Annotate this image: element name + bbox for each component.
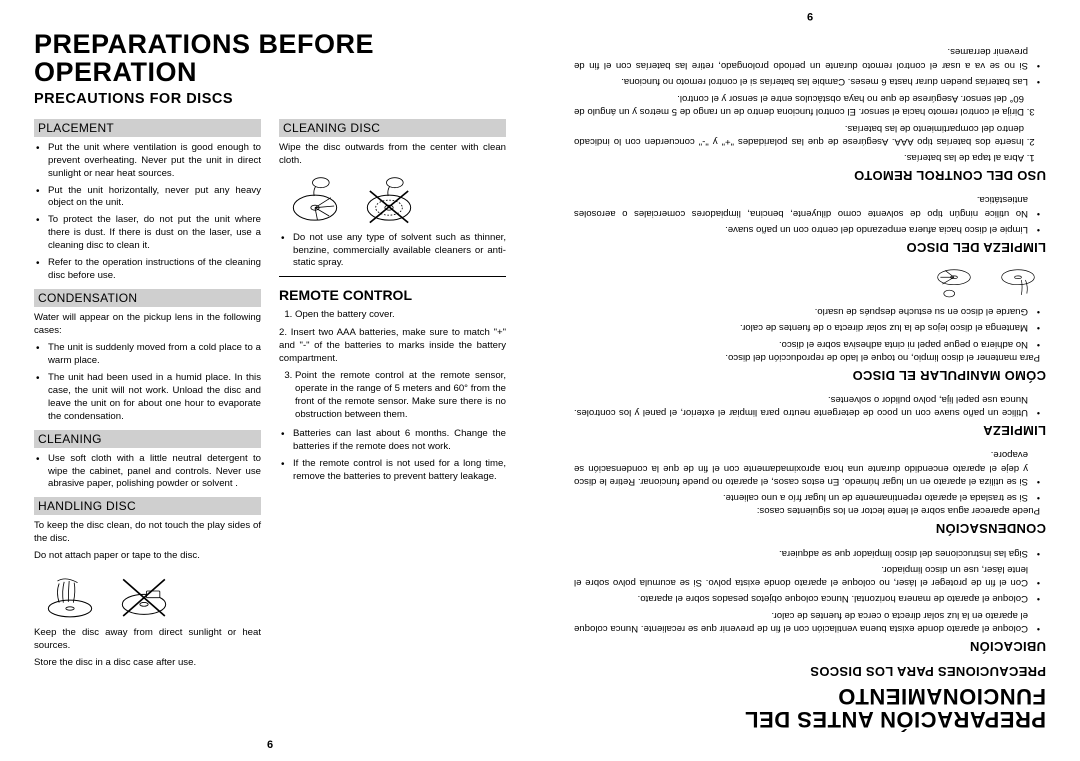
list-item: The unit is suddenly moved from a cold p… (48, 342, 261, 368)
list-item: To protect the laser, do not put the uni… (48, 214, 261, 253)
handling-p1: To keep the disc clean, do not touch the… (34, 520, 261, 546)
heading-cleaning: CLEANING (34, 430, 261, 448)
list-item: If the remote control is not used for a … (293, 458, 506, 484)
list-item: Use soft cloth with a little neutral det… (48, 453, 261, 492)
list-item: Si se utiliza el aparato en un lugar húm… (574, 448, 1028, 488)
columns: PLACEMENT Put the unit where ventilation… (34, 113, 506, 674)
disc-icon-es-2 (930, 265, 978, 299)
wipe-correct-icon (285, 176, 345, 226)
handling-p4: Store the disc in a disc case after use. (34, 657, 261, 670)
page-title: PREPARATIONS BEFORE OPERATION (34, 30, 506, 87)
list-item: Do not use any type of solvent such as t… (293, 232, 506, 271)
list-item: No adhiera o pegue papel ni cinta adhesi… (574, 337, 1028, 350)
remote-heading-text: REMOTE CONTROL (279, 287, 412, 303)
cleaning-disc-images (285, 176, 506, 226)
list-item: Guarde el disco en su estuche después de… (574, 305, 1028, 318)
list-item: The unit had been used in a humid place.… (48, 372, 261, 424)
heading-cleaning-disc: CLEANING DISC (279, 119, 506, 137)
list-item: Inserte dos baterías tipo AAA. Asegúrese… (574, 121, 1024, 147)
ubicacion-list: Coloque el aparato donde exista buena ve… (574, 546, 1046, 634)
list-item: Put the unit horizontally, never put any… (48, 185, 261, 211)
list-item: No utilice ningún tipo de solvente como … (574, 193, 1028, 219)
list-item: Si se traslada el aparato repentinamente… (574, 491, 1028, 504)
disc-icon-es-1 (994, 265, 1042, 299)
list-item: Coloque el aparato donde exista buena ve… (574, 608, 1028, 634)
column-left: PLACEMENT Put the unit where ventilation… (34, 113, 261, 674)
condensation-list: The unit is suddenly moved from a cold p… (34, 342, 261, 424)
list-item: Mantenga el disco lejos de la luz solar … (574, 321, 1028, 334)
page-spanish: PREPARACIÓN ANTES DEL FUNCIONAMIENTO PRE… (540, 0, 1080, 761)
condensation-lead: Water will appear on the pickup lens in … (34, 312, 261, 338)
handling-p2: Do not attach paper or tape to the disc. (34, 550, 261, 563)
heading-remoto: USO DEL CONTROL REMOTO (574, 168, 1046, 183)
list-item: Open the battery cover. (295, 309, 506, 322)
list-item: Put the unit where ventilation is good e… (48, 142, 261, 181)
heading-condensacion: CONDENSACIÓN (574, 521, 1046, 536)
handling-p3: Keep the disc away from direct sunlight … (34, 627, 261, 653)
remoto-steps: Abra al tapa de las baterías. Inserte do… (574, 92, 1046, 164)
disc-no-tape-icon (114, 571, 174, 621)
page-title-es: PREPARACIÓN ANTES DEL FUNCIONAMIENTO (574, 685, 1046, 731)
list-item: Las baterías pueden durar hasta 6 meses.… (574, 75, 1028, 88)
list-item: Dirija el control remoto hacia el sensor… (574, 92, 1024, 118)
heading-remote: REMOTE CONTROL (279, 287, 506, 303)
handling-images (40, 571, 261, 621)
list-item: Con el fin de proteger el láser, no colo… (574, 563, 1028, 589)
remote-step2: 2. Insert two AAA batteries, make sure t… (279, 327, 506, 366)
list-item: Point the remote control at the remote s… (295, 370, 506, 422)
manipular-lead: Para mantener el disco limpio, no toque … (574, 351, 1046, 364)
list-item: Abra al tapa de las baterías. (574, 151, 1024, 164)
list-item: Utilice un paño suave con un poco de det… (574, 393, 1028, 419)
cleaning-disc-lead: Wipe the disc outwards from the center w… (279, 142, 506, 168)
page-subtitle-es: PRECAUCIONES PARA LOS DISCOS (574, 664, 1046, 679)
list-item: Refer to the operation instructions of t… (48, 257, 261, 283)
wipe-wrong-icon (359, 176, 419, 226)
heading-limpieza-disco: LIMPIEZA DEL DISCO (574, 240, 1046, 255)
list-item: Batteries can last about 6 months. Chang… (293, 428, 506, 454)
list-item: Si no se va a usar el control remoto dur… (574, 45, 1028, 71)
heading-handling: HANDLING DISC (34, 497, 261, 515)
condensacion-lead: Puede aparecer agua sobre el lente lecto… (574, 504, 1046, 517)
limpieza-list: Utilice un paño suave con un poco de det… (574, 393, 1046, 419)
heading-limpieza: LIMPIEZA (574, 423, 1046, 438)
placement-list: Put the unit where ventilation is good e… (34, 142, 261, 283)
heading-condensation: CONDENSATION (34, 289, 261, 307)
remote-steps: Open the battery cover. (279, 309, 506, 322)
cleaning-disc-tail: Do not use any type of solvent such as t… (279, 232, 506, 271)
remote-notes: Batteries can last about 6 months. Chang… (279, 428, 506, 484)
heading-ubicacion: UBICACIÓN (574, 639, 1046, 654)
page-number: 6 (0, 739, 540, 751)
manipular-list: No adhiera o pegue papel ni cinta adhesi… (574, 305, 1046, 351)
page-number-es: 9 (540, 10, 1080, 22)
page-subtitle: PRECAUTIONS FOR DISCS (34, 91, 506, 107)
disc-hold-icon (40, 571, 100, 621)
list-item: Limpie el disco hacia afuera empezando d… (574, 223, 1028, 236)
list-item: Coloque el aparato de manera horizontal.… (574, 592, 1028, 605)
page-english: PREPARATIONS BEFORE OPERATION PRECAUTION… (0, 0, 540, 761)
column-right: CLEANING DISC Wipe the disc outwards fro… (279, 113, 506, 674)
condensacion-list: Si se traslada el aparato repentinamente… (574, 448, 1046, 504)
cleaning-list: Use soft cloth with a little neutral det… (34, 453, 261, 492)
limpieza-disco-list: Limpie el disco hacia afuera empezando d… (574, 193, 1046, 236)
remote-steps-3: Point the remote control at the remote s… (279, 370, 506, 422)
heading-manipular: CÓMO MANIPULAR EL DISCO (574, 368, 1046, 383)
es-disc-images (574, 265, 1042, 299)
remoto-notes: Las baterías pueden durar hasta 6 meses.… (574, 45, 1046, 88)
list-item: Siga las instrucciones del disco limpiad… (574, 546, 1028, 559)
divider (279, 276, 506, 277)
heading-placement: PLACEMENT (34, 119, 261, 137)
